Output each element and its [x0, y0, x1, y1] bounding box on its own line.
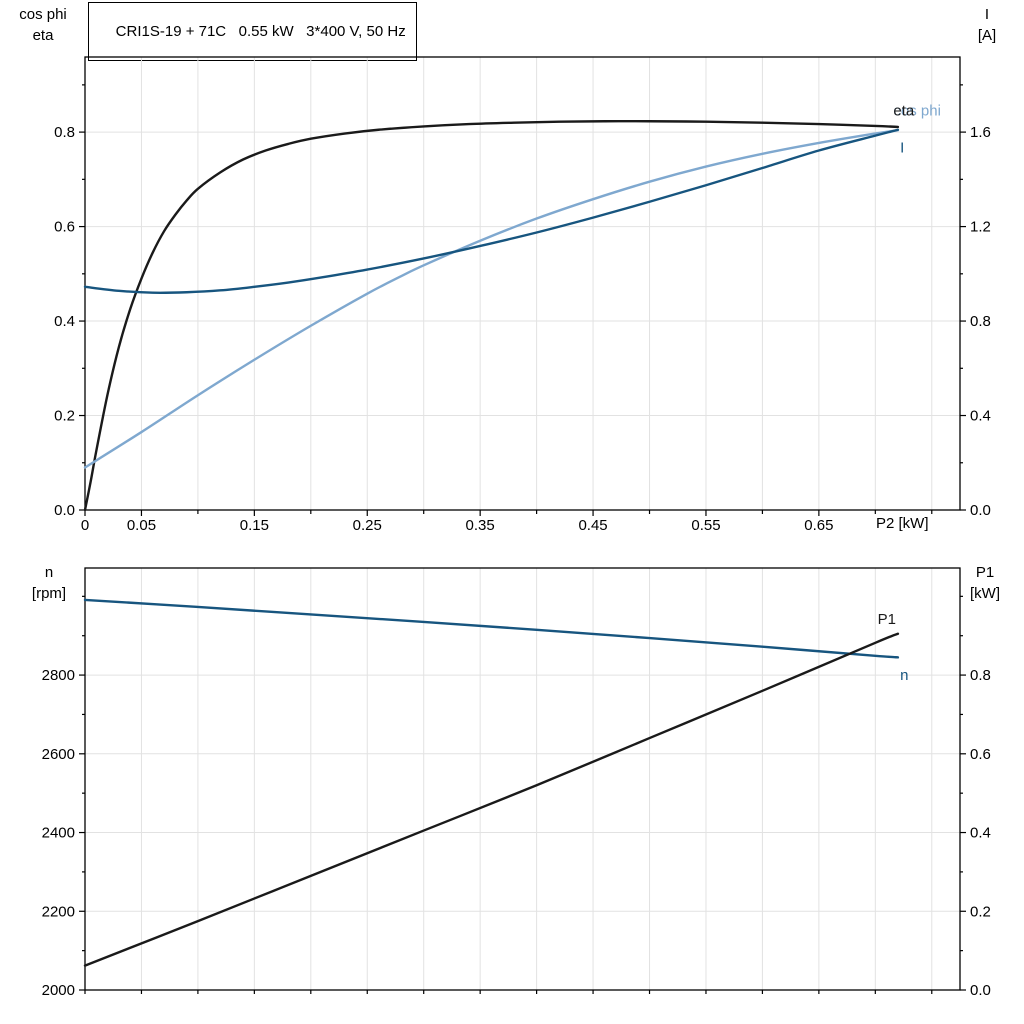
axis-title-current: I — [984, 6, 990, 23]
y-left-tick-label: 2000 — [42, 982, 75, 999]
plot-frame — [84, 567, 961, 991]
axis-title-speed: n — [44, 564, 54, 581]
axis-title-cos-phi: cos phi — [19, 6, 67, 23]
axis-title-eta: eta — [32, 27, 54, 44]
curve-label-n: n — [900, 667, 908, 684]
curve-n — [83, 598, 900, 659]
y-right-tick-label: 1.2 — [970, 219, 991, 236]
x-tick-label: 0.25 — [353, 517, 382, 534]
y-right-tick-label: 0.0 — [970, 502, 991, 519]
y-left-tick-label: 2400 — [42, 825, 75, 842]
chart-title-box: CRI1S-19 + 71C 0.55 kW 3*400 V, 50 Hz — [88, 2, 417, 61]
plot-frame — [84, 56, 961, 511]
y-right-tick-label: 0.0 — [970, 982, 991, 999]
axis-title-p1-unit: [kW] — [970, 585, 1000, 602]
y-left-tick-label: 2600 — [42, 746, 75, 763]
y-right-tick-label: 0.8 — [970, 667, 991, 684]
curve-label-cos-phi: cos phi — [893, 103, 941, 120]
axis-title-p1: P1 — [975, 564, 995, 581]
axis-title-speed-unit: [rpm] — [31, 585, 67, 602]
lower-chart: 2000 2200 2400 2600 2800 0.0 0.2 0.4 0.6 0.8 P1 n — [42, 567, 991, 999]
curve-P1 — [83, 632, 900, 967]
y-left-tick-label: 0.6 — [54, 219, 75, 236]
y-right-tick-label: 0.4 — [970, 408, 991, 425]
y-left-tick-label: 0.4 — [54, 313, 75, 330]
y-left-tick-label: 0.8 — [54, 124, 75, 141]
y-left-tick-label: 2800 — [42, 667, 75, 684]
x-axis-label-p2: P2 [kW] — [876, 515, 929, 532]
axis-title-current-unit: [A] — [977, 27, 997, 44]
curve-label-P1: P1 — [878, 611, 896, 628]
curve-cos-phi — [83, 129, 900, 469]
curve-eta — [83, 119, 900, 512]
y-right-tick-label: 0.4 — [970, 825, 991, 842]
y-left-tick-label: 2200 — [42, 903, 75, 920]
y-right-tick-label: 1.6 — [970, 124, 991, 141]
curve-I — [83, 128, 900, 294]
x-tick-label: 0.45 — [578, 517, 607, 534]
y-left-tick-label: 0.2 — [54, 408, 75, 425]
x-tick-label: 0.35 — [466, 517, 495, 534]
upper-right-axis-title: I [A] — [958, 4, 1016, 46]
x-tick-label: 0.55 — [691, 517, 720, 534]
curve-label-eta: eta — [893, 103, 915, 120]
x-tick-label: 0.15 — [240, 517, 269, 534]
upper-chart: 0 0.05 0.15 0.25 0.35 0.45 0.55 0.65 0.0 0.2 0.4 0.… — [54, 56, 991, 534]
x-tick-label: 0 — [81, 517, 89, 534]
y-right-tick-label: 0.6 — [970, 746, 991, 763]
upper-left-axis-title: cos phi eta — [4, 4, 82, 46]
y-right-tick-label: 0.2 — [970, 903, 991, 920]
lower-left-axis-title: n [rpm] — [12, 562, 86, 604]
lower-right-axis-title: P1 [kW] — [952, 562, 1018, 604]
curve-label-I: I — [900, 139, 904, 156]
x-tick-label: 0.65 — [804, 517, 833, 534]
y-right-tick-label: 0.8 — [970, 313, 991, 330]
x-tick-label: 0.05 — [127, 517, 156, 534]
chart-title: CRI1S-19 + 71C 0.55 kW 3*400 V, 50 Hz — [115, 23, 406, 40]
y-left-tick-label: 0.0 — [54, 502, 75, 519]
